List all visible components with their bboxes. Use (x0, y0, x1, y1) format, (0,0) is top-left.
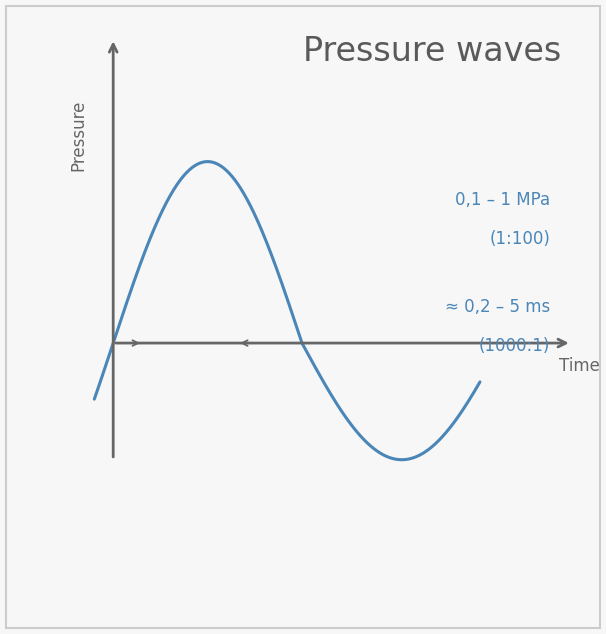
Text: Pressure waves: Pressure waves (302, 36, 561, 68)
Text: 0,1 – 1 MPa: 0,1 – 1 MPa (455, 191, 550, 209)
Text: (1:100): (1:100) (489, 230, 550, 249)
Text: Time: Time (559, 357, 600, 375)
Text: ≈ 0,2 – 5 ms: ≈ 0,2 – 5 ms (445, 299, 550, 316)
Text: Pressure: Pressure (69, 100, 87, 171)
Text: (1000:1): (1000:1) (479, 337, 550, 355)
